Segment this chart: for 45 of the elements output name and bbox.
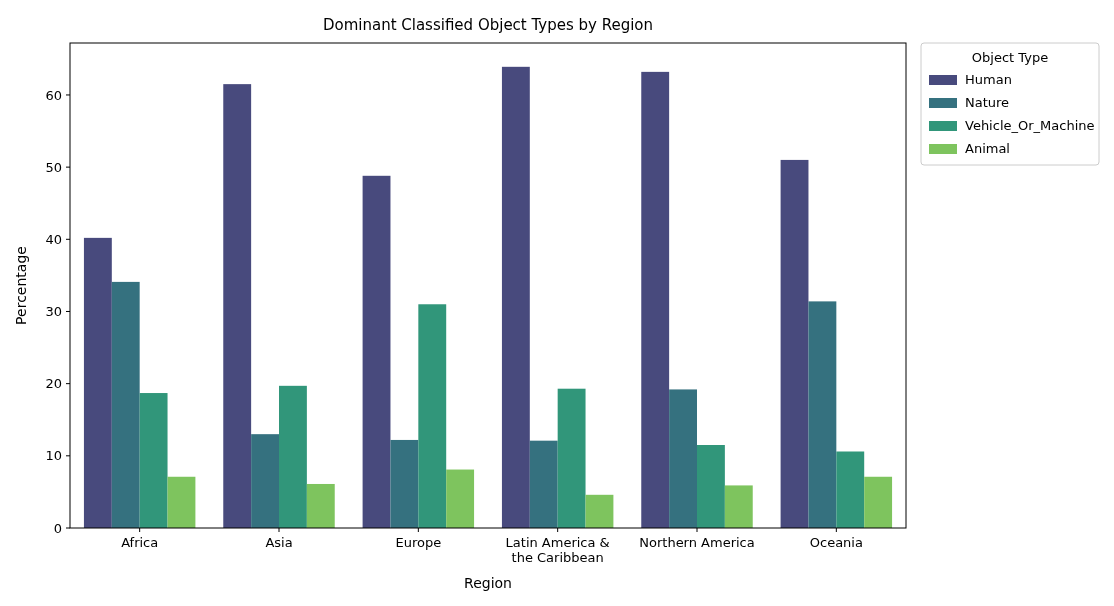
bar (251, 434, 279, 528)
bar (362, 175, 391, 528)
bar (641, 71, 670, 528)
bar (585, 494, 614, 528)
bar (557, 388, 586, 528)
bar (279, 385, 307, 528)
y-tick-label: 10 (45, 448, 62, 464)
x-tick-label: Northern America (639, 535, 755, 550)
bar (167, 476, 196, 528)
bar (306, 483, 335, 528)
bar (836, 451, 865, 528)
bar (808, 301, 837, 528)
x-tick-label: Africa (121, 535, 159, 550)
bar (669, 389, 697, 528)
legend-label: Nature (965, 95, 1010, 110)
x-axis-title: Region (464, 575, 512, 591)
y-tick-label: 40 (45, 231, 62, 247)
bar (529, 440, 558, 528)
x-tick-label: Europe (395, 535, 442, 550)
legend-label: Human (965, 72, 1012, 87)
y-tick-label: 50 (45, 159, 62, 175)
bar (418, 304, 447, 528)
y-tick-label: 20 (45, 376, 62, 392)
y-tick-label: 30 (45, 304, 62, 320)
bar (501, 66, 530, 528)
legend-label: Animal (965, 141, 1010, 156)
bar (223, 84, 252, 528)
x-tick-label: Latin America & the Caribbean (505, 535, 610, 565)
y-tick-label: 60 (45, 87, 62, 103)
legend-label: Vehicle_Or_Machine (965, 118, 1095, 133)
chart-title: Dominant Classified Object Types by Region (322, 16, 654, 34)
bar (697, 445, 725, 528)
x-tick-label: Asia (265, 535, 293, 550)
bar (864, 476, 893, 528)
bar (724, 485, 753, 528)
bar (390, 439, 419, 528)
y-axis-title: Percentage (13, 246, 29, 325)
bar (446, 469, 475, 528)
bar (139, 393, 168, 528)
legend-title: Object Type (971, 50, 1049, 65)
bar (83, 237, 112, 528)
y-tick-label: 0 (53, 520, 62, 536)
bar (780, 159, 809, 528)
x-tick-label: Oceania (809, 535, 863, 550)
bar (111, 281, 140, 528)
